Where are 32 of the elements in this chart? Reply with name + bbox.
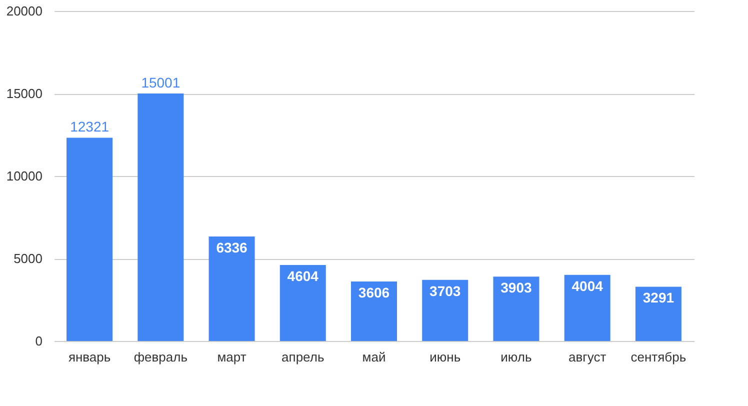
x-tick-label: июль — [500, 350, 532, 364]
data-label: 3606 — [358, 284, 390, 300]
x-tick-label: март — [217, 350, 246, 364]
data-label: 3903 — [500, 280, 532, 296]
bar — [138, 93, 184, 341]
bar — [493, 276, 540, 341]
data-label: 3703 — [430, 282, 461, 299]
x-tick-label: январь — [68, 350, 111, 364]
x-tick-label: сентябрь — [630, 350, 686, 364]
bar — [66, 138, 113, 341]
data-label: 3291 — [642, 290, 674, 306]
bar — [351, 282, 397, 341]
y-tick-label: 10000 — [6, 168, 42, 184]
x-tick-label: май — [362, 350, 386, 364]
bar — [422, 280, 468, 341]
data-label: 4004 — [572, 278, 604, 294]
x-tick-label: февраль — [134, 350, 188, 364]
bar — [564, 274, 610, 341]
bar — [635, 286, 682, 341]
x-tick-label: июнь — [430, 350, 461, 364]
bar — [208, 236, 255, 341]
x-tick-label: август — [568, 350, 606, 364]
x-tick-label: апрель — [282, 350, 324, 364]
y-tick-label: 20000 — [6, 4, 42, 18]
y-tick-label: 0 — [35, 334, 42, 348]
data-label: 15001 — [141, 74, 180, 90]
y-tick-label: 15000 — [6, 86, 42, 101]
bar — [280, 265, 326, 341]
data-label: 6336 — [216, 239, 248, 256]
y-tick-label: 5000 — [14, 251, 42, 266]
data-label: 4604 — [287, 268, 319, 284]
data-label: 12321 — [70, 118, 110, 135]
